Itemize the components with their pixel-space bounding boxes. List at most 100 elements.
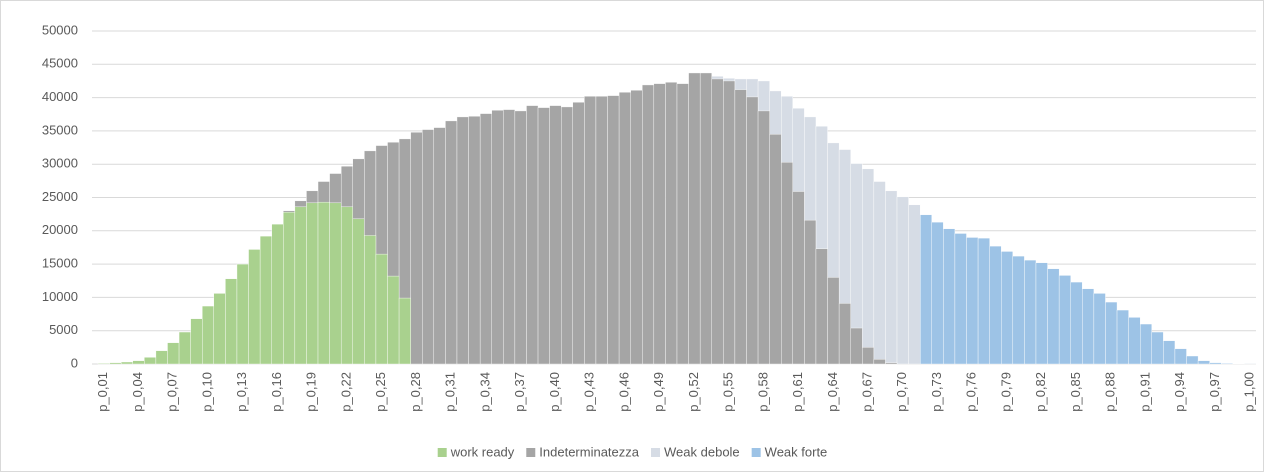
bar [1163,340,1176,365]
bar [919,214,932,365]
x-tick-label: p_0,04 [130,372,145,412]
y-tick-label: 10000 [42,289,78,304]
bar [97,363,110,365]
x-tick-label: p_0,52 [686,372,701,412]
bar [352,218,365,365]
bar [572,102,585,365]
bar [120,361,133,365]
x-tick-label: p_0,88 [1103,372,1118,412]
bar [375,253,388,365]
x-tick-label: p_0,58 [755,372,770,412]
bar [1093,293,1106,365]
bar [178,331,191,365]
bar [746,96,759,365]
x-tick-label: p_0,49 [651,372,666,412]
bar [989,245,1002,365]
y-tick-label: 20000 [42,222,78,237]
bar [781,162,793,365]
bar [1047,268,1060,365]
x-tick-label: p_0,46 [616,372,631,412]
bar [1174,348,1187,365]
y-tick-label: 25000 [42,189,78,204]
bar [792,191,805,365]
bar [966,237,979,365]
bar [537,107,550,365]
bar [838,303,851,365]
bar [1105,301,1118,365]
bar [584,96,597,365]
y-tick-label: 15000 [42,256,78,271]
legend-label: Weak forte [765,444,828,459]
bar [896,196,909,365]
bar [144,357,157,365]
bar [1139,323,1152,365]
y-tick-label: 5000 [49,322,78,337]
y-tick-label: 45000 [42,56,78,71]
y-tick-label: 0 [71,355,78,370]
x-tick-label: p_0,79 [998,372,1013,412]
bar [850,327,863,365]
x-tick-label: p_0,01 [95,372,110,412]
bar [1209,362,1222,365]
bar [873,359,886,365]
bar [491,110,504,365]
bar [294,206,307,365]
bar [769,134,782,365]
bar [1151,331,1164,365]
bar [943,228,956,365]
x-tick-label: p_0,82 [1033,372,1048,412]
bar [827,277,840,365]
x-tick-label: p_0,73 [929,372,944,412]
bar [862,347,875,365]
x-tick-label: p_0,55 [721,372,736,412]
bar [410,132,423,365]
bar [977,237,990,365]
x-tick-label: p_0,43 [582,372,597,412]
bar [433,127,446,365]
bar [1082,288,1095,365]
x-tick-label: p_0,31 [443,372,458,412]
bar [445,120,458,365]
y-tick-label: 30000 [42,156,78,171]
bar [468,116,481,365]
x-tick-label: p_1,00 [1242,372,1257,412]
x-tick-label: p_0,61 [790,372,805,412]
bar [306,202,319,365]
bar [248,249,261,365]
bar [595,96,608,365]
x-tick-label: p_0,28 [408,372,423,412]
y-tick-label: 35000 [42,122,78,137]
bar [1221,363,1234,365]
legend-label: Weak debole [664,444,740,459]
x-tick-label: p_0,76 [964,372,979,412]
bar [271,223,284,365]
bar [317,201,330,365]
bar [723,80,736,365]
bar [642,84,655,365]
bar [132,360,145,365]
bar [456,116,469,365]
bar [225,278,238,365]
bar [665,82,678,365]
x-tick-label: p_0,13 [234,372,249,412]
bar [526,105,539,365]
legend-label: work ready [450,444,515,459]
bar [398,297,411,365]
legend-label: Indeterminatezza [539,444,639,459]
x-tick-label: p_0,25 [373,372,388,412]
bar [549,105,562,365]
bar [422,129,435,365]
bar [1024,259,1037,365]
bar [561,106,573,365]
bar [618,92,631,365]
bar [283,211,296,365]
bar [1116,309,1129,365]
bar [1197,360,1210,365]
x-tick-label: p_0,85 [1068,372,1083,412]
bar [1186,355,1199,365]
bar [1035,262,1048,365]
x-tick-label: p_0,70 [894,372,909,412]
bar [711,78,724,365]
x-tick-label: p_0,67 [860,372,875,412]
